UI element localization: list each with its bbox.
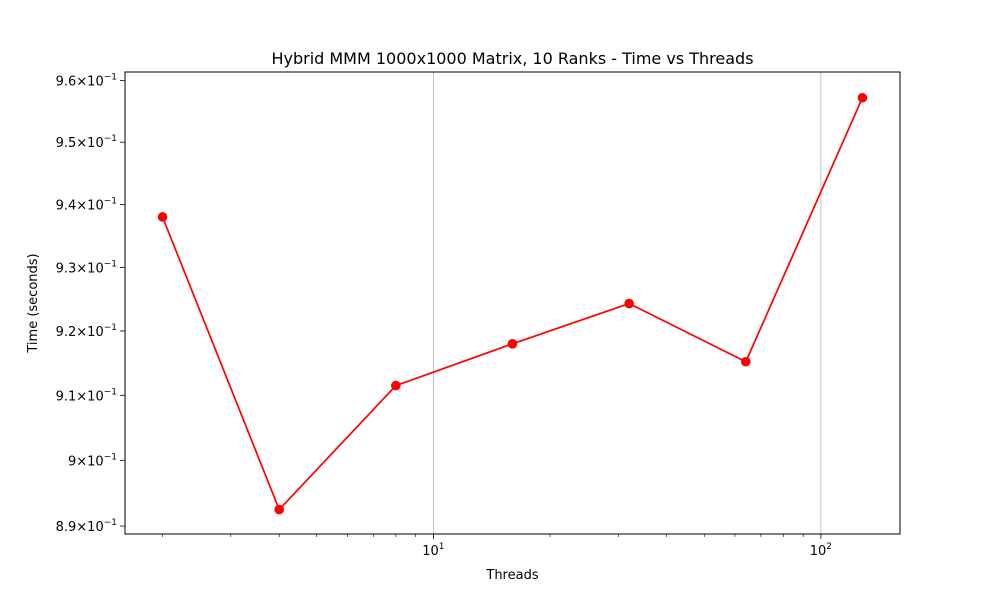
y-tick-label: 9.1×10−1 (56, 387, 117, 404)
y-tick-label: 9.6×10−1 (56, 73, 117, 90)
data-point (740, 356, 751, 367)
data-point (274, 504, 285, 515)
data-point (624, 298, 634, 309)
y-tick-label: 9.3×10−1 (56, 259, 117, 276)
chart-title: Hybrid MMM 1000x1000 Matrix, 10 Ranks - … (271, 49, 753, 68)
grid-lines (433, 72, 822, 534)
x-tick-label: 101 (422, 542, 444, 559)
series-layer (157, 92, 868, 515)
plot-area-frame (124, 71, 901, 535)
series-line (161, 97, 864, 511)
data-point (857, 92, 868, 103)
x-axis-label: Threads (485, 568, 538, 583)
y-axis-label: Time (seconds) (26, 253, 41, 353)
x-tick-label: 102 (810, 542, 832, 559)
x-axis: 101 102 (162, 534, 832, 559)
data-point (507, 338, 518, 349)
data-point (157, 212, 168, 222)
data-point (391, 380, 401, 391)
y-tick-label: 9.4×10−1 (56, 196, 117, 213)
y-tick-label: 9.5×10−1 (56, 134, 117, 151)
y-axis: 8.9×10−1 9×10−1 9.1×10−1 9.2×10−1 9.3×10−1 9.… (56, 73, 125, 535)
y-tick-label: 9.2×10−1 (56, 323, 117, 340)
y-tick-label: 8.9×10−1 (56, 518, 117, 535)
y-tick-label: 9×10−1 (68, 452, 117, 469)
